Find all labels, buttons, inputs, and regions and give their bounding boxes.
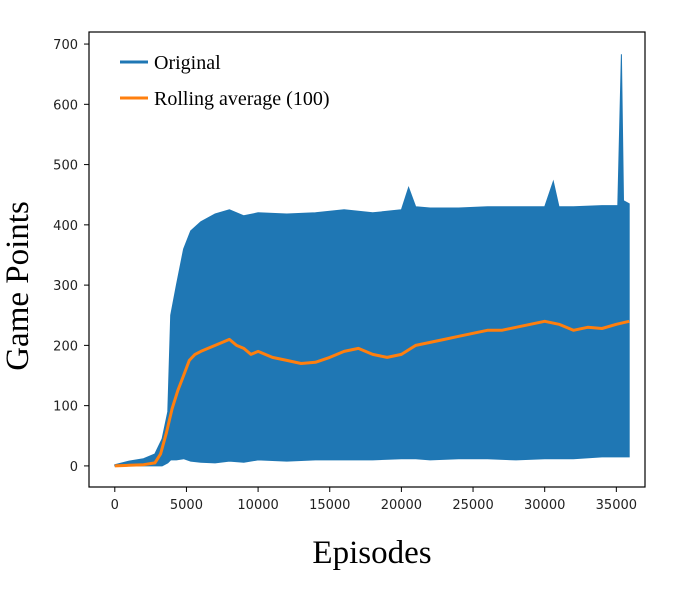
y-tick-label: 0 <box>70 460 78 475</box>
x-tick-label: 20000 <box>381 498 422 513</box>
legend-label-rolling-average: Rolling average (100) <box>154 88 330 110</box>
y-tick-label: 300 <box>53 279 78 294</box>
y-tick-label: 100 <box>53 400 78 415</box>
legend-label-original: Original <box>154 52 221 74</box>
x-axis: 0 5000 10000 15000 20000 25000 30000 35000 <box>111 487 637 513</box>
series-rolling-average-line <box>114 319 630 468</box>
series-original-band <box>114 54 630 467</box>
y-tick-label: 500 <box>53 159 78 174</box>
y-tick-label: 200 <box>53 339 78 354</box>
y-tick-label: 600 <box>53 98 78 113</box>
x-tick-label: 10000 <box>237 498 278 513</box>
x-tick-label: 5000 <box>170 498 203 513</box>
x-tick-label: 30000 <box>524 498 565 513</box>
x-tick-label: 35000 <box>596 498 637 513</box>
x-axis-title: Episodes <box>312 535 431 571</box>
x-tick-label: 25000 <box>452 498 493 513</box>
plot-area <box>114 54 630 468</box>
y-tick-label: 400 <box>53 219 78 234</box>
y-axis: 0 100 200 300 400 500 600 700 <box>53 38 89 475</box>
plot-frame <box>88 31 646 488</box>
x-tick-label: 15000 <box>309 498 350 513</box>
y-axis-title: Game Points <box>0 201 36 371</box>
y-tick-label: 700 <box>53 38 78 53</box>
x-tick-label: 0 <box>111 498 119 513</box>
legend: Original Rolling average (100) <box>120 52 330 110</box>
